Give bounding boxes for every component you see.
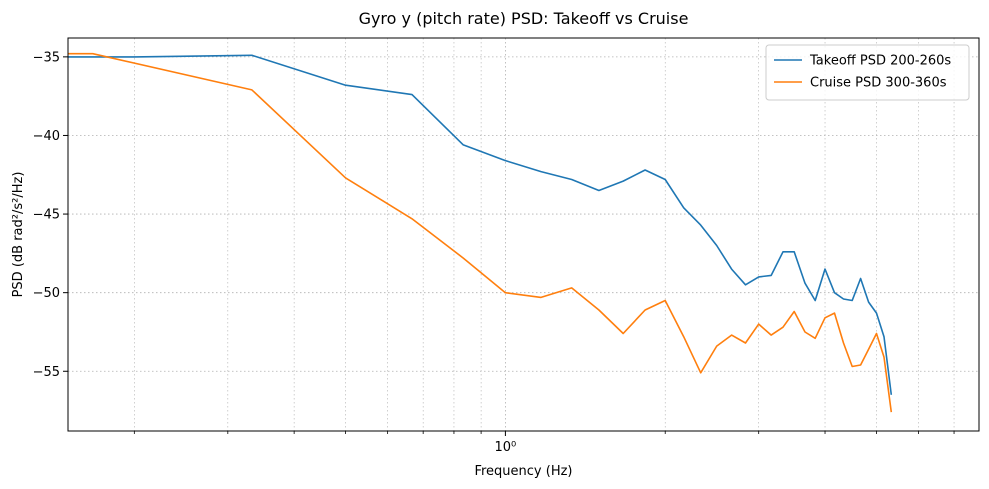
y-tick-label: −40	[33, 129, 60, 144]
y-axis-label: PSD (dB rad²/s²/Hz)	[11, 172, 26, 298]
y-tick-label: −55	[33, 365, 60, 380]
plot-lines	[68, 52, 893, 413]
legend-takeoff-label: Takeoff PSD 200-260s	[809, 54, 951, 69]
x-axis-label: Frequency (Hz)	[474, 464, 572, 479]
legend-frame	[765, 44, 970, 101]
axis-ticks: −35 −40 −45 −50 −55 10⁰	[33, 50, 955, 455]
y-tick-label: −45	[33, 208, 60, 223]
grid	[68, 38, 979, 431]
plot-frame	[67, 37, 980, 432]
cruise-psd-line	[68, 52, 893, 413]
legend-cruise-label: Cruise PSD 300-360s	[810, 76, 947, 91]
y-tick-label: −35	[33, 50, 60, 65]
x-tick-label: 10⁰	[495, 440, 517, 455]
takeoff-psd-line	[68, 54, 893, 395]
y-tick-label: −50	[33, 286, 60, 301]
legend: Takeoff PSD 200-260s Cruise PSD 300-360s	[765, 44, 970, 101]
chart-title: Gyro y (pitch rate) PSD: Takeoff vs Crui…	[359, 9, 689, 28]
